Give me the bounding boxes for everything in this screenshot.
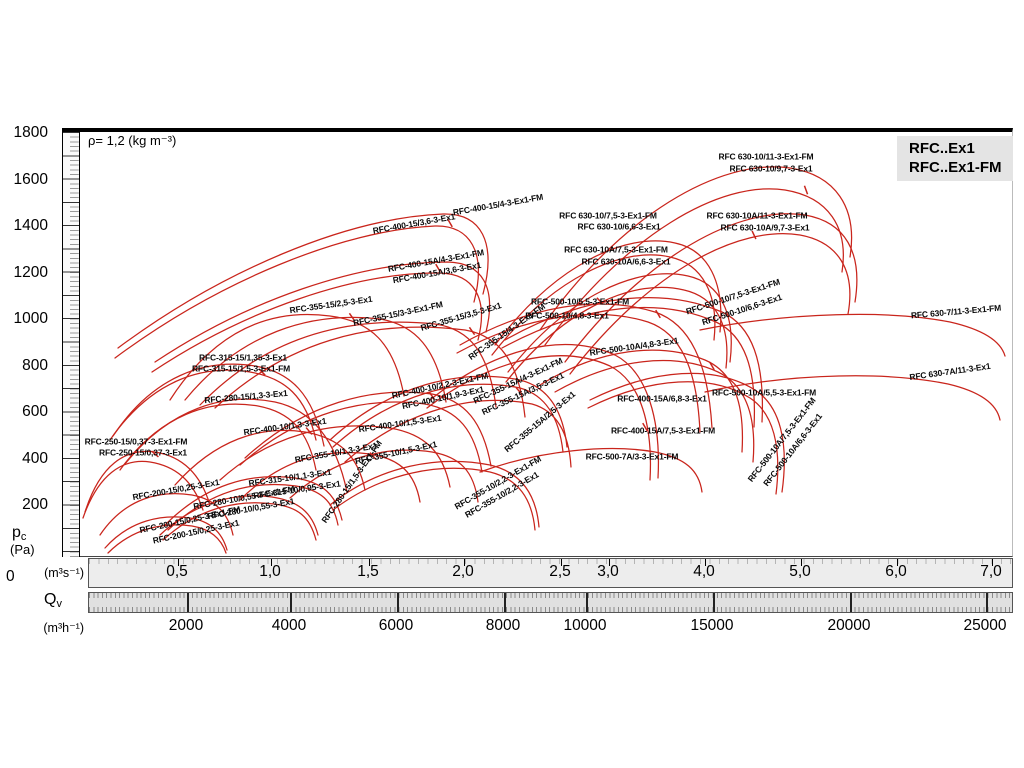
- curve-label: RFC 630-10/6,6-3-Ex1: [577, 221, 661, 232]
- x-axis-m3s-tick-label: 5,0: [789, 563, 811, 580]
- flow-axis-title: Qv: [44, 591, 62, 610]
- x-axis-tick-mark: [850, 593, 852, 612]
- curve-label: RFC 630-10A/9,7-3-Ex1: [720, 222, 810, 233]
- y-axis-tick-label: 1800: [13, 124, 48, 141]
- x-axis-m3h-tick-label: 6000: [378, 617, 414, 634]
- curve-label: RFC-500-7A/3-3-Ex1-FM: [585, 451, 679, 462]
- curve-label: RFC-400-15A/7,5-3-Ex1-FM: [610, 425, 716, 436]
- x-axis-m3h-tick-label: 8000: [485, 617, 521, 634]
- x-axis-tick-mark: [290, 593, 292, 612]
- y-axis-ruler: [62, 132, 80, 557]
- curve-label: RFC 630-10A/11-3-Ex1-FM: [706, 210, 808, 221]
- y-axis-tick-label: 1200: [13, 264, 48, 281]
- x-axis-tick-mark: [801, 559, 802, 566]
- x-axis-m3h-unit: (m³h⁻¹): [43, 621, 84, 635]
- x-axis-m3s-unit: (m³s⁻¹): [44, 566, 84, 580]
- x-axis-m3h-tick-label: 10000: [563, 617, 607, 634]
- x-axis-tick-mark: [705, 559, 706, 566]
- x-axis-m3s-tick-label: 3,0: [597, 563, 619, 580]
- x-axis-tick-mark: [464, 559, 465, 566]
- y-axis-tick-label: 1400: [13, 217, 48, 234]
- x-axis-m3h-tick-label: 20000: [827, 617, 871, 634]
- flow-symbol: Q: [44, 591, 57, 608]
- curve-label: RFC-250-15/0,37-3-Ex1: [98, 447, 188, 458]
- legend-line-1: RFC..Ex1: [909, 140, 975, 157]
- curve-label: RFC-315-15/1,5-3-Ex1-FM: [191, 363, 291, 374]
- x-axis-tick-mark: [271, 559, 272, 566]
- y-axis-tick-label: 600: [22, 403, 48, 420]
- x-axis-tick-mark: [586, 593, 588, 612]
- curve-label: RFC 630-10/9,7-3-Ex1: [729, 163, 813, 174]
- curve-label: RFC-500-10A/5,5-3-Ex1-FM: [711, 387, 817, 398]
- curve-label: RFC-315-15/1,35-3-Ex1: [198, 352, 288, 363]
- y-axis-tick-label: 800: [22, 357, 48, 374]
- x-axis-m3s-tick-label: 4,0: [693, 563, 715, 580]
- flow-symbol-sub: v: [56, 598, 62, 610]
- x-axis-band-m3s: [88, 558, 1013, 588]
- x-axis-m3s-tick-label: 7,0: [980, 563, 1002, 580]
- x-axis-tick-mark: [187, 593, 189, 612]
- y-axis-symbol: p: [12, 524, 21, 541]
- curve-label: RFC-500-10/4,8-3-Ex1: [525, 310, 609, 321]
- y-axis-symbol-sub: c: [20, 531, 27, 543]
- x-axis-tick-mark: [561, 559, 562, 566]
- x-axis-tick-mark: [992, 559, 993, 566]
- x-axis-tick-mark: [986, 593, 988, 612]
- curve-label: RFC 630-10/7,5-3-Ex1-FM: [559, 210, 657, 221]
- y-axis-tick-label: 200: [22, 496, 48, 513]
- legend-box: RFC..Ex1 RFC..Ex1-FM: [897, 136, 1013, 181]
- curve-label: RFC 630-10/11-3-Ex1-FM: [718, 151, 814, 162]
- x-axis-m3h-tick-label: 4000: [271, 617, 307, 634]
- x-axis-m3h-tick-label: 2000: [168, 617, 204, 634]
- y-axis-tick-label: 400: [22, 450, 48, 467]
- x-axis-tick-mark: [504, 593, 506, 612]
- x-axis-tick-mark: [369, 559, 370, 566]
- x-axis-m3s-tick-label: 1,0: [259, 563, 281, 580]
- x-axis-m3s-tick-label: 2,5: [549, 563, 571, 580]
- x-axis-tick-mark: [713, 593, 715, 612]
- curve-label: RFC-500-10/5,5-3-Ex1-FM: [530, 296, 630, 307]
- x-axis-m3s-tick-label: 1,5: [357, 563, 379, 580]
- x-axis-tick-mark: [178, 559, 179, 566]
- x-axis-m3s-tick-label: 0,5: [166, 563, 188, 580]
- curve-label: RFC-250-15/0,37-3-Ex1-FM: [84, 436, 188, 447]
- y-axis-title: pc: [12, 524, 26, 543]
- y-axis-tick-label: 1000: [13, 310, 48, 327]
- y-axis-zero-label: 0: [6, 568, 15, 585]
- x-axis-ruler-band: [88, 592, 1013, 613]
- curve-label: RFC 630-10A/7,5-3-Ex1-FM: [564, 244, 668, 255]
- x-axis-tick-mark: [397, 593, 399, 612]
- legend-line-2: RFC..Ex1-FM: [909, 159, 1002, 176]
- y-axis-unit: (Pa): [10, 542, 35, 557]
- y-axis-tick-label: 1600: [13, 171, 48, 188]
- x-axis-tick-mark: [897, 559, 898, 566]
- air-density-note: ρ= 1,2 (kg m⁻³): [88, 133, 177, 148]
- x-axis-m3h-tick-label: 15000: [690, 617, 734, 634]
- curve-label: RFC 630-10A/6,6-3-Ex1: [581, 256, 671, 267]
- x-axis-m3h-tick-label: 25000: [963, 617, 1007, 634]
- x-axis-m3s-tick-label: 6,0: [885, 563, 907, 580]
- x-axis-m3s-tick-label: 2,0: [452, 563, 474, 580]
- curve-label: RFC-400-15A/6,8-3-Ex1: [617, 393, 707, 404]
- x-axis-tick-mark: [609, 559, 610, 566]
